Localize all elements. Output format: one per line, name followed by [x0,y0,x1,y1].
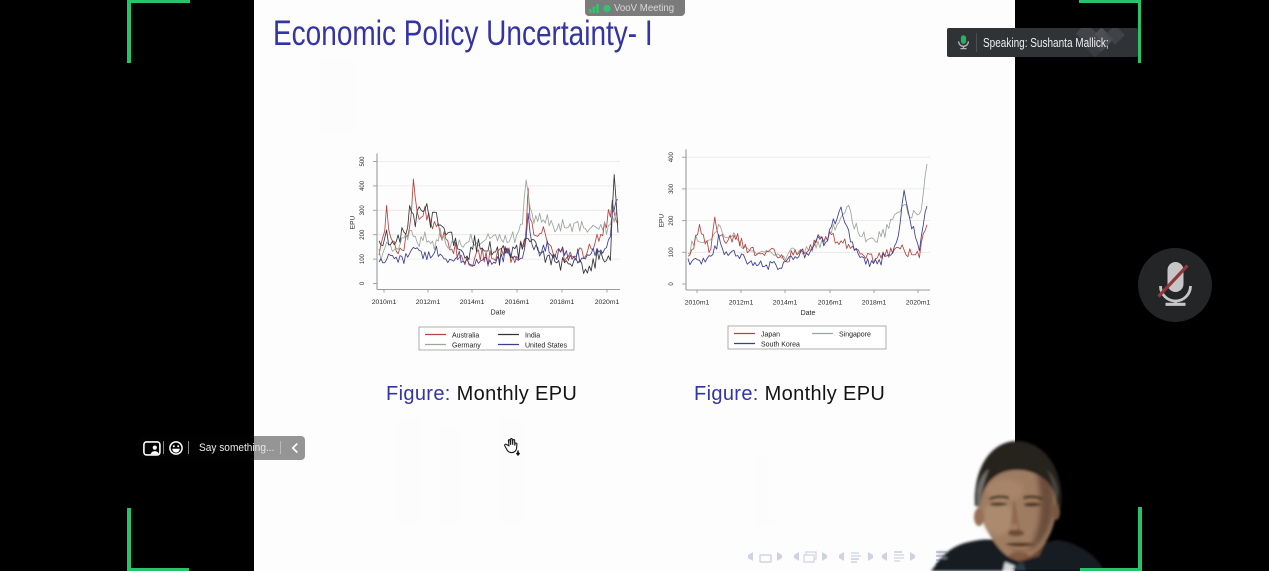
svg-text:100: 100 [669,247,675,258]
svg-text:300: 300 [360,205,366,216]
svg-text:100: 100 [360,253,366,264]
svg-text:Japan: Japan [761,331,780,338]
svg-text:2020m1: 2020m1 [906,300,931,307]
svg-text:200: 200 [669,215,675,226]
svg-text:2012m1: 2012m1 [729,300,754,307]
svg-text:400: 400 [669,152,675,163]
svg-text:0: 0 [669,282,675,286]
svg-text:Date: Date [491,310,506,317]
svg-text:United States: United States [525,342,568,349]
svg-text:300: 300 [669,183,675,194]
svg-text:2014m1: 2014m1 [773,300,798,307]
svg-text:200: 200 [360,229,366,240]
svg-text:EPU: EPU [658,214,665,228]
svg-text:Australia: Australia [452,332,479,339]
svg-text:Germany: Germany [452,342,481,349]
svg-text:2016m1: 2016m1 [818,300,843,307]
svg-text:2016m1: 2016m1 [505,299,530,306]
svg-text:0: 0 [360,281,366,285]
svg-text:2020m1: 2020m1 [595,299,620,306]
svg-text:2010m1: 2010m1 [685,300,710,307]
svg-text:500: 500 [360,156,366,167]
svg-text:2010m1: 2010m1 [372,299,397,306]
svg-text:2014m1: 2014m1 [460,299,485,306]
svg-text:South Korea: South Korea [761,341,800,348]
svg-text:2012m1: 2012m1 [416,299,441,306]
svg-text:EPU: EPU [349,216,356,230]
svg-text:400: 400 [360,180,366,191]
svg-text:2018m1: 2018m1 [862,300,887,307]
svg-text:Singapore: Singapore [839,331,871,338]
svg-text:India: India [525,332,540,339]
svg-text:2018m1: 2018m1 [550,299,575,306]
svg-text:Date: Date [801,310,816,317]
